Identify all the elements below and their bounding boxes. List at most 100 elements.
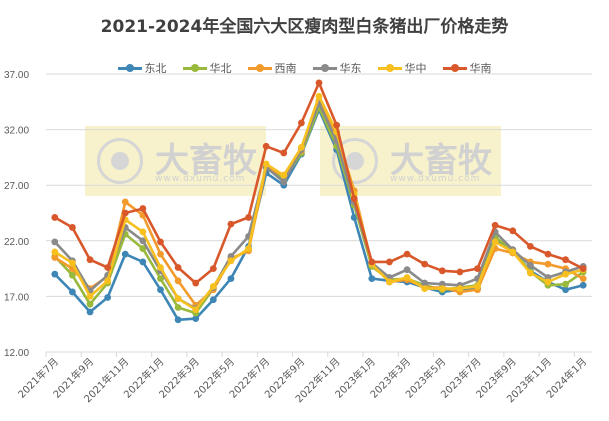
data-point bbox=[121, 198, 129, 206]
data-point bbox=[562, 286, 569, 294]
legend-item: 华北 bbox=[182, 60, 232, 76]
chart-legend: 东北 华北 西南 华东 华中 华南 bbox=[0, 60, 609, 76]
legend-item: 华中 bbox=[377, 60, 427, 76]
data-point bbox=[421, 279, 429, 287]
data-point bbox=[51, 254, 59, 261]
data-point bbox=[386, 278, 393, 286]
watermark-eye-icon bbox=[97, 138, 143, 184]
data-point bbox=[245, 214, 252, 221]
data-point bbox=[121, 209, 129, 217]
data-point bbox=[227, 220, 235, 228]
data-point bbox=[104, 294, 112, 301]
data-point bbox=[104, 264, 112, 271]
data-point bbox=[192, 279, 200, 287]
data-point bbox=[51, 248, 59, 256]
data-point bbox=[403, 250, 411, 258]
chart-title: 2021-2024年全国六大区瘦肉型白条猪出厂价格走势 bbox=[100, 17, 509, 37]
data-point bbox=[262, 160, 270, 168]
data-point bbox=[157, 238, 164, 246]
watermark-brand: 大畜牧 bbox=[390, 141, 492, 181]
legend-item: 西南 bbox=[247, 60, 297, 76]
data-point bbox=[474, 282, 481, 290]
series-line bbox=[53, 101, 584, 310]
y-tick-label: 12.00 bbox=[4, 348, 29, 359]
data-point bbox=[174, 264, 182, 271]
data-point bbox=[86, 293, 94, 300]
data-point bbox=[51, 214, 59, 221]
legend-item: 华南 bbox=[442, 60, 492, 76]
data-point bbox=[333, 121, 341, 129]
data-point bbox=[157, 286, 164, 294]
data-point bbox=[579, 275, 587, 283]
data-point bbox=[315, 79, 323, 87]
data-point bbox=[368, 258, 376, 266]
data-point bbox=[491, 221, 499, 229]
data-point bbox=[86, 300, 94, 308]
data-point bbox=[69, 259, 76, 267]
legend-label: 华东 bbox=[339, 62, 362, 75]
watermark-logo: 大畜牧 www.dxumu.com bbox=[320, 126, 501, 196]
data-point bbox=[350, 195, 358, 202]
data-point bbox=[174, 304, 182, 311]
data-point bbox=[209, 282, 217, 290]
data-point bbox=[280, 171, 288, 179]
watermark-url: www.dxumu.com bbox=[155, 174, 246, 184]
data-point bbox=[139, 228, 147, 236]
data-point bbox=[368, 275, 376, 283]
data-point bbox=[544, 260, 552, 268]
data-point bbox=[280, 149, 288, 157]
legend-item: 华东 bbox=[312, 60, 362, 76]
data-point bbox=[227, 275, 235, 283]
watermark-brand: 大畜牧 bbox=[155, 141, 257, 181]
legend-marker-icon bbox=[312, 63, 337, 72]
data-point bbox=[86, 308, 94, 316]
data-point bbox=[174, 295, 182, 303]
data-point bbox=[297, 119, 305, 127]
data-point bbox=[121, 250, 129, 258]
data-point bbox=[280, 178, 288, 186]
data-point bbox=[474, 265, 481, 272]
data-point bbox=[438, 285, 446, 293]
watermark-eye-icon bbox=[332, 138, 378, 184]
data-point bbox=[209, 265, 217, 272]
data-point bbox=[456, 285, 464, 293]
data-point bbox=[526, 242, 534, 250]
data-point bbox=[139, 205, 147, 212]
data-point bbox=[403, 266, 411, 274]
legend-marker-icon bbox=[442, 63, 467, 72]
data-point bbox=[421, 260, 429, 268]
data-point bbox=[544, 278, 552, 286]
watermark-url: www.dxumu.com bbox=[390, 174, 481, 184]
legend-marker-icon bbox=[182, 63, 207, 72]
data-point bbox=[174, 316, 182, 324]
data-point bbox=[438, 267, 446, 275]
legend-label: 华南 bbox=[469, 62, 492, 75]
data-point bbox=[509, 227, 517, 235]
data-point bbox=[403, 274, 411, 281]
y-tick-label: 22.00 bbox=[4, 237, 29, 248]
series-line bbox=[54, 94, 584, 312]
watermark-logo: 大畜牧 www.dxumu.com bbox=[85, 126, 266, 196]
data-point bbox=[245, 245, 252, 252]
data-point bbox=[86, 256, 94, 264]
data-point bbox=[526, 261, 534, 269]
legend-label: 东北 bbox=[144, 62, 167, 75]
legend-label: 西南 bbox=[274, 62, 297, 75]
data-point bbox=[562, 270, 569, 278]
data-point bbox=[421, 285, 429, 293]
data-point bbox=[192, 315, 200, 323]
data-point bbox=[544, 250, 552, 258]
y-tick-label: 27.00 bbox=[4, 181, 29, 192]
data-point bbox=[579, 265, 587, 272]
data-point bbox=[562, 256, 569, 264]
data-point bbox=[509, 248, 517, 256]
series-line bbox=[53, 108, 584, 322]
y-tick-label: 17.00 bbox=[4, 292, 29, 303]
legend-label: 华中 bbox=[404, 62, 427, 75]
data-point bbox=[192, 306, 200, 314]
legend-item: 东北 bbox=[117, 60, 167, 76]
data-point bbox=[51, 238, 59, 246]
data-point bbox=[562, 280, 569, 288]
data-point bbox=[139, 245, 147, 252]
